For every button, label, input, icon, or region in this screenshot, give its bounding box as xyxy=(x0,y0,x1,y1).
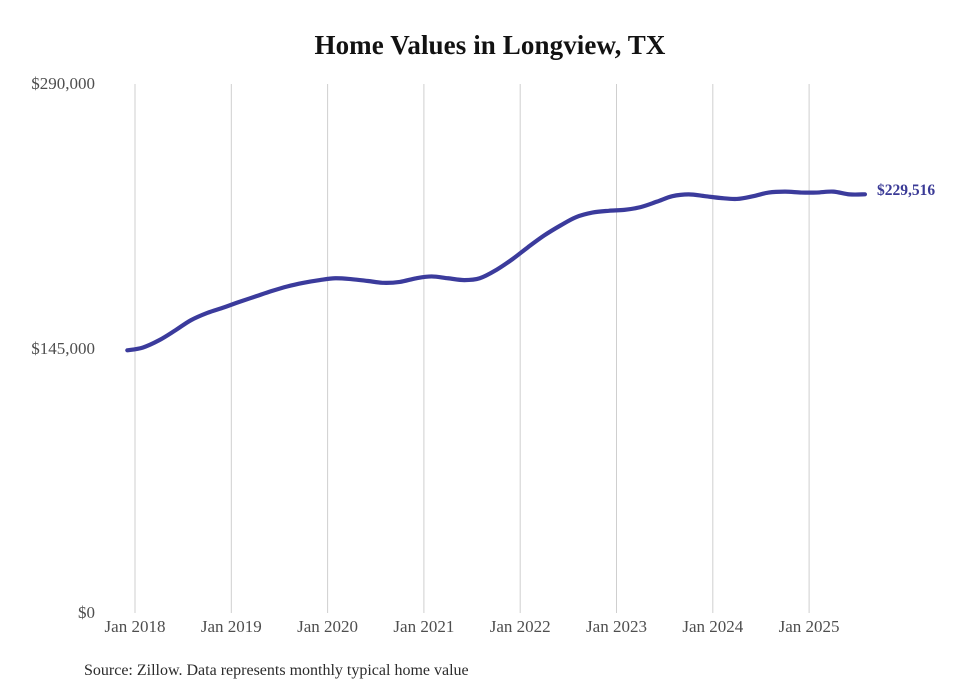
x-tick-label-jan-2020: Jan 2020 xyxy=(297,617,359,636)
x-tick-label-jan-2021: Jan 2021 xyxy=(393,617,455,636)
x-tick-label-jan-2022: Jan 2022 xyxy=(489,617,551,636)
x-tick-label-jan-2019: Jan 2019 xyxy=(200,617,262,636)
x-tick-label-jan-2024: Jan 2024 xyxy=(682,617,744,636)
x-tick-label-jan-2025: Jan 2025 xyxy=(778,617,840,636)
gridlines-group xyxy=(134,84,810,613)
y-tick-label-1: $145,000 xyxy=(31,338,95,358)
x-tick-label-jan-2023: Jan 2023 xyxy=(586,617,647,636)
source-note: Source: Zillow. Data represents monthly … xyxy=(84,662,469,679)
end-value-label: $229,516 xyxy=(876,182,936,200)
data-line-series-0 xyxy=(125,189,868,353)
x-tick-label-jan-2018: Jan 2018 xyxy=(104,617,166,636)
y-tick-label-0: $0 xyxy=(78,603,95,622)
y-tick-label-2: $290,000 xyxy=(31,74,95,93)
chart-title: Home Values in Longview, TX xyxy=(314,30,666,60)
